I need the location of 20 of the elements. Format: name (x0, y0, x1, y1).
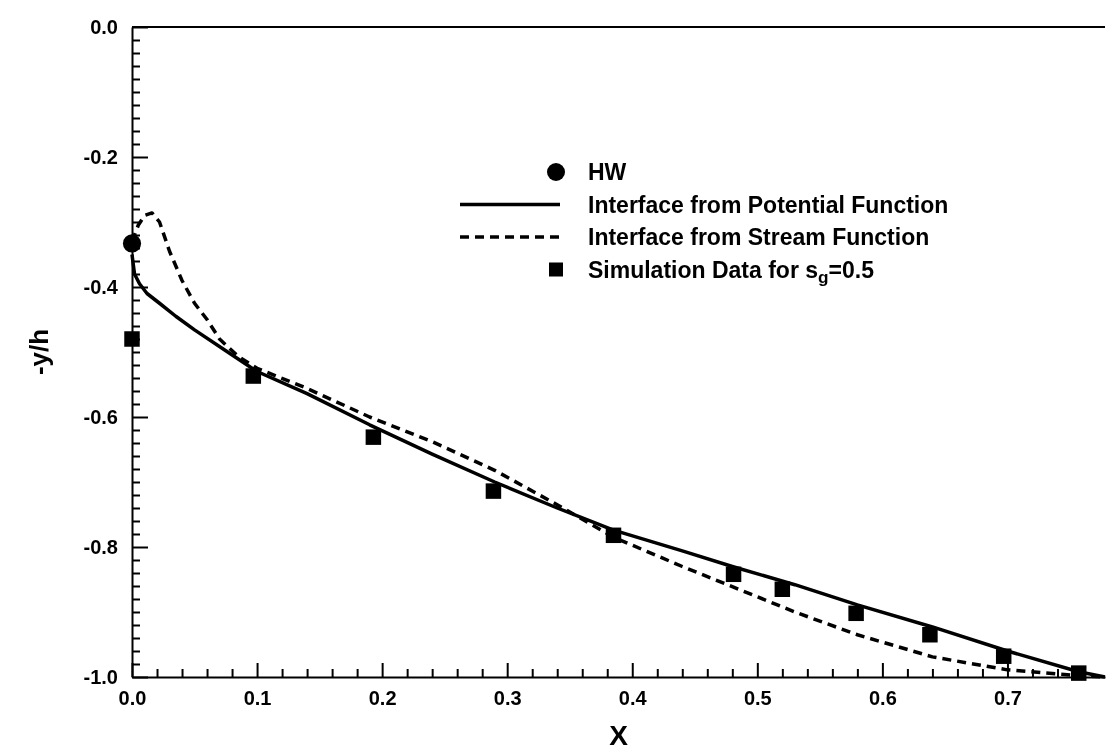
x-tick-label: 0.6 (868, 687, 897, 710)
x-tick-label: 0.7 (994, 687, 1022, 710)
legend-label: Interface from Stream Function (588, 224, 930, 250)
x-tick-label: 0.5 (743, 687, 772, 710)
x-tick-label: 0.3 (493, 687, 522, 710)
y-tick-label: -0.2 (83, 145, 118, 168)
y-axis-title: -y/h (24, 328, 54, 376)
y-tick-label: -0.4 (83, 275, 119, 298)
x-tick-label: 0.2 (368, 687, 397, 710)
y-tick-label: -1.0 (83, 665, 118, 688)
x-tick-label: 0.0 (118, 687, 147, 710)
x-tick-label: 0.1 (243, 687, 272, 710)
x-tick-label: 0.4 (618, 687, 648, 710)
x-axis-title: X (609, 720, 629, 751)
y-tick-label: 0.0 (90, 15, 118, 38)
y-tick-label: -0.8 (83, 535, 118, 558)
legend-label: HW (588, 159, 627, 185)
legend-label: Interface from Potential Function (588, 191, 949, 218)
y-tick-label: -0.6 (83, 405, 118, 428)
legend-label: Simulation Data for s$_{g}$=0.5 (588, 256, 875, 287)
